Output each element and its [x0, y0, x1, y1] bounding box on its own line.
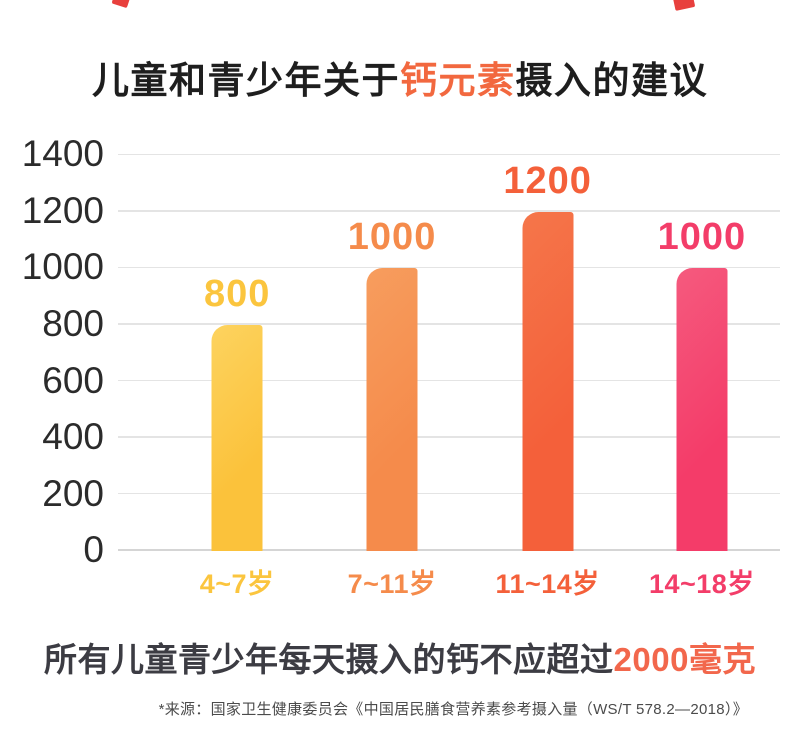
bar-11~14岁 [522, 211, 574, 551]
y-axis-tick-label: 800 [42, 302, 104, 344]
y-axis-tick-label: 1000 [21, 246, 104, 288]
x-axis-category-label: 14~18岁 [648, 569, 755, 599]
bar-value-label: 1000 [347, 216, 437, 259]
statement-text: 所有儿童青少年每天摄入的钙不应超过 [44, 641, 614, 678]
gridline: 400 [42, 416, 780, 457]
decorative-red-mark [672, 0, 696, 11]
gridline: 800 [42, 303, 780, 344]
gridline: 200 [42, 473, 780, 514]
gridline: 1200 [22, 190, 780, 231]
statement-accent: 2000毫克 [613, 641, 756, 678]
y-axis-tick-label: 400 [42, 416, 104, 458]
y-axis-tick-label: 1200 [21, 189, 104, 231]
title-accent: 钙元素 [400, 60, 516, 101]
decorative-red-mark [111, 0, 131, 9]
x-axis-category-label: 11~14岁 [495, 569, 600, 599]
x-axis-category-label: 4~7岁 [199, 569, 275, 599]
title-prefix: 儿童和青少年关于 [92, 60, 400, 101]
y-axis-tick-label: 200 [42, 472, 104, 514]
bar-7~11岁 [366, 268, 418, 551]
y-axis-tick-label: 600 [42, 359, 104, 401]
bar-14~18岁 [676, 268, 728, 551]
footer-statement: 所有儿童青少年每天摄入的钙不应超过2000毫克 [0, 633, 800, 681]
gridline: 600 [42, 360, 780, 401]
gridline: 1400 [22, 133, 780, 174]
gridline: 1000 [22, 246, 780, 287]
bar-value-label: 1000 [657, 216, 747, 259]
plot-area: 1400 1200 1000 800 600 400 200 0 800 4~7岁 1000 7~11… [22, 133, 780, 599]
bar-value-label: 1200 [503, 159, 592, 202]
source-note: *来源：国家卫生健康委员会《中国居民膳食营养素参考摄入量（WS/T 578.2—… [158, 701, 748, 718]
y-axis-tick-label: 0 [83, 529, 104, 570]
x-axis-category-label: 7~11岁 [347, 569, 437, 599]
bar-4~7岁 [211, 324, 263, 551]
bar-value-label: 800 [203, 272, 271, 315]
title-suffix: 摄入的建议 [515, 60, 708, 101]
page-title: 儿童和青少年关于钙元素摄入的建议 [0, 50, 800, 104]
gridline: 0 [83, 529, 780, 570]
y-axis-tick-label: 1400 [21, 133, 104, 175]
